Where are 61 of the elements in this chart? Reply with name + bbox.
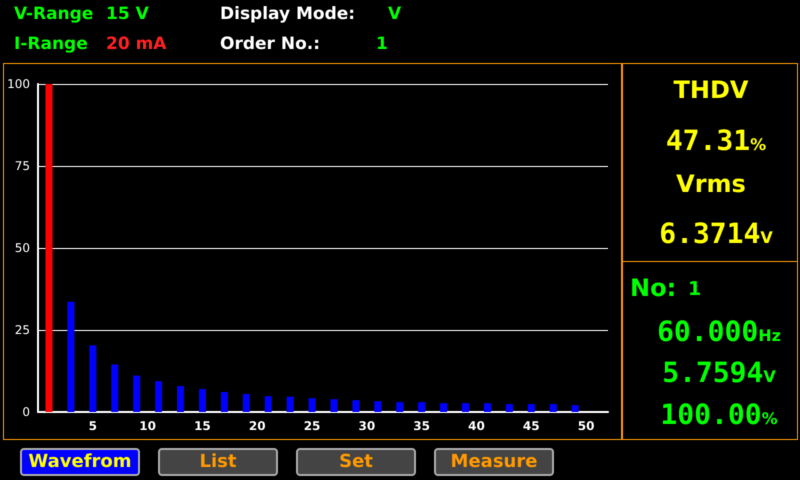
- bar: [572, 405, 579, 412]
- x-tick-label: 15: [194, 419, 211, 433]
- text: No:: [630, 274, 676, 302]
- bar: [155, 381, 162, 412]
- text: V-Range: [14, 4, 94, 24]
- bar: [418, 402, 426, 412]
- text: 60.000Hz: [657, 315, 781, 348]
- y-tick-label: 50: [14, 241, 30, 255]
- tab-button: Measure: [434, 448, 554, 476]
- bar: [67, 302, 74, 412]
- bar: [374, 401, 382, 412]
- text: 5.7594V: [662, 356, 776, 389]
- text: 100.00%: [660, 398, 778, 431]
- x-tick-label: 40: [468, 419, 485, 433]
- bar: [264, 396, 272, 412]
- bar: [396, 402, 404, 412]
- tab-button: List: [158, 448, 278, 476]
- bar: [111, 364, 118, 412]
- x-tick-label: 35: [413, 419, 430, 433]
- bar: [506, 404, 513, 412]
- tab-button: Wavefrom: [20, 448, 140, 476]
- x-tick-label: 10: [139, 419, 156, 433]
- bar: [352, 400, 360, 412]
- y-tick-label: 25: [14, 323, 30, 337]
- x-tick-label: 20: [248, 419, 266, 433]
- text: 20 mA: [106, 34, 166, 54]
- text: 47.31%: [666, 124, 766, 157]
- x-tick-label: 50: [578, 419, 594, 433]
- bar: [45, 84, 52, 412]
- bar: [484, 403, 491, 412]
- bar: [330, 399, 338, 412]
- y-tick-label: 75: [14, 159, 30, 173]
- y-tick-label: 100: [7, 77, 30, 91]
- text: V: [388, 4, 402, 24]
- bar: [528, 404, 535, 412]
- bar: [550, 404, 557, 412]
- text: THDV: [672, 76, 750, 104]
- bar: [220, 392, 228, 412]
- text: Order No.:: [220, 34, 320, 54]
- text: 1: [376, 34, 388, 54]
- text: 6.3714V: [659, 217, 773, 250]
- x-tick-label: 45: [522, 419, 540, 433]
- x-tick-label: 25: [304, 419, 320, 433]
- tab-button: Set: [296, 448, 416, 476]
- bar: [89, 345, 96, 412]
- bar: [198, 389, 206, 412]
- bar: [308, 398, 316, 412]
- x-tick-label: 30: [358, 419, 376, 433]
- text: 15 V: [106, 4, 149, 24]
- bar: [133, 376, 140, 412]
- text: Vrms: [675, 170, 747, 198]
- text: 1: [688, 278, 702, 300]
- y-tick-label: 0: [22, 405, 30, 419]
- x-tick-label: 5: [88, 419, 97, 433]
- bar: [440, 403, 448, 412]
- text: I-Range: [14, 34, 88, 54]
- bar: [177, 386, 184, 412]
- text: Display Mode:: [220, 4, 356, 24]
- bar: [286, 396, 294, 412]
- bar: [242, 394, 250, 412]
- bar: [462, 403, 469, 412]
